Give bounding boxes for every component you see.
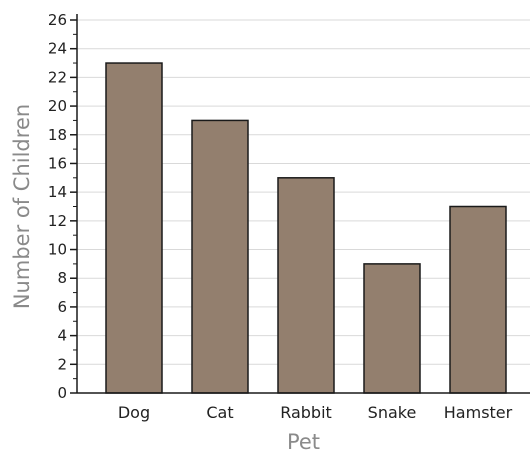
y-tick-label: 4 xyxy=(57,327,67,345)
x-tick-labels: Dog Cat Rabbit Snake Hamster xyxy=(118,403,513,422)
x-tick-label: Snake xyxy=(368,403,417,422)
y-tick-label: 16 xyxy=(48,154,67,172)
bar-rabbit xyxy=(277,177,335,394)
y-tick-label: 14 xyxy=(48,183,67,201)
bar-cat xyxy=(191,119,249,394)
y-tick-label: 6 xyxy=(57,298,67,316)
x-axis-title: Pet xyxy=(287,430,320,454)
y-tick-label: 8 xyxy=(57,269,67,287)
y-tick-label: 22 xyxy=(48,68,67,86)
y-tick-label: 24 xyxy=(48,40,67,58)
x-tick-label: Hamster xyxy=(444,403,513,422)
y-tick-label: 12 xyxy=(48,212,67,230)
x-tick-label: Rabbit xyxy=(280,403,332,422)
x-tick-label: Dog xyxy=(118,403,150,422)
y-axis-title: Number of Children xyxy=(10,104,34,309)
y-tick-label: 10 xyxy=(48,241,67,259)
axes xyxy=(70,14,530,394)
y-tick-label: 2 xyxy=(57,355,67,373)
x-tick-label: Cat xyxy=(206,403,233,422)
bars xyxy=(105,62,507,394)
y-tick-label: 20 xyxy=(48,97,67,115)
y-tick-label: 26 xyxy=(48,11,67,29)
bar-snake xyxy=(363,263,421,394)
bar-hamster xyxy=(449,205,507,394)
y-tick-label: 0 xyxy=(57,384,67,402)
bar-dog xyxy=(105,62,163,394)
y-tick-label: 18 xyxy=(48,126,67,144)
